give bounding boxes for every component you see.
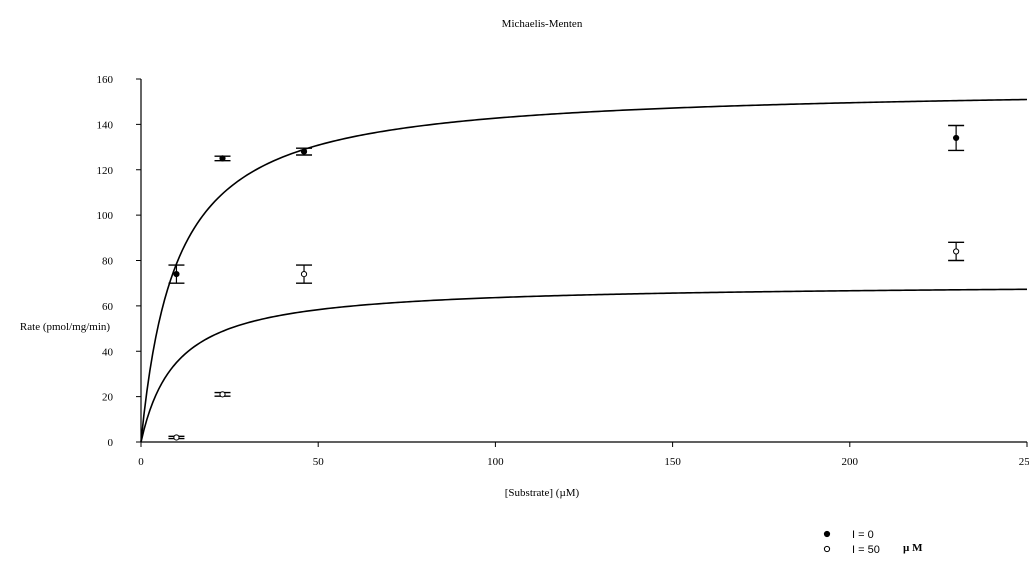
data-point-series-1 [954, 135, 959, 140]
y-tick-label: 140 [97, 119, 114, 131]
data-points [168, 126, 964, 441]
data-point-series-2 [954, 249, 959, 254]
x-tick-label: 50 [313, 456, 325, 468]
y-tick-label: 40 [102, 346, 114, 358]
y-tick-label: 20 [102, 392, 114, 404]
data-point-series-1 [174, 272, 179, 277]
y-tick-label: 0 [108, 437, 114, 449]
fit-curves [141, 100, 1027, 442]
x-tick-label: 150 [664, 456, 681, 468]
legend-unit: µ M [903, 542, 923, 554]
data-point-series-1 [301, 149, 306, 154]
y-tick-label: 60 [102, 301, 114, 313]
y-tick-label: 120 [97, 165, 114, 177]
legend: I = 0 I = 50 µ M [824, 529, 923, 556]
data-point-series-1 [220, 156, 225, 161]
x-tick-label: 100 [487, 456, 504, 468]
data-point-series-2 [174, 435, 179, 440]
data-point-series-2 [220, 392, 225, 397]
x-tick-label: 250 [1019, 456, 1029, 468]
x-axis-label: [Substrate] (µM) [505, 487, 580, 499]
fit-curve-series-1 [141, 100, 1027, 442]
legend-marker-series-1 [824, 531, 829, 536]
legend-label-series-2: I = 50 [852, 544, 880, 556]
data-point-series-2 [301, 272, 306, 277]
y-tick-label: 80 [102, 256, 114, 268]
fit-curve-series-2 [141, 289, 1027, 442]
y-tick-label: 100 [97, 210, 114, 222]
y-tick-label: 160 [97, 74, 114, 86]
axes: 0 50 100 150 200 250 0 20 40 60 80 100 120 140 160 [97, 74, 1029, 468]
x-tick-label: 200 [842, 456, 859, 468]
y-axis-label: Rate (pmol/mg/min) [20, 321, 110, 333]
x-tick-label: 0 [138, 456, 144, 468]
legend-marker-series-2 [824, 546, 829, 551]
chart-title: Michaelis-Menten [502, 18, 583, 30]
legend-label-series-1: I = 0 [852, 529, 874, 541]
